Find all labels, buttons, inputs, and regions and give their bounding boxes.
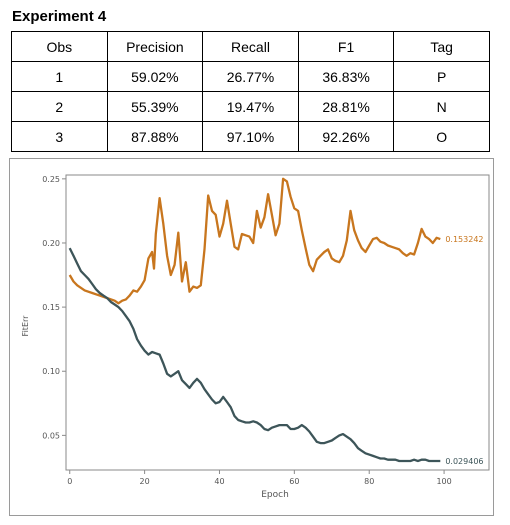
x-tick-label: 100 [436, 477, 451, 486]
x-axis-label: Epoch [261, 490, 289, 500]
y-tick-label: 0.15 [42, 303, 60, 312]
chart-frame [9, 158, 494, 516]
y-axis-label: FitErr [21, 315, 30, 337]
cell-obs: 3 [11, 121, 108, 152]
series-line-orange [68, 177, 441, 305]
cell-tag: N [393, 91, 490, 122]
x-tick-label: 80 [364, 477, 374, 486]
cell-precision: 59.02% [106, 61, 204, 92]
cell-obs: 1 [11, 61, 108, 92]
x-tick-label: 20 [140, 477, 150, 486]
results-table: Obs Precision Recall F1 Tag 1 59.02% 26.… [11, 31, 490, 152]
table-row: 3 87.88% 97.10% 92.26% O [11, 121, 490, 152]
y-tick-label: 0.25 [42, 175, 60, 184]
cell-precision: 55.39% [106, 91, 204, 122]
cell-f1: 28.81% [297, 91, 395, 122]
cell-obs: 2 [11, 91, 108, 122]
fit-error-chart: 0.05 0.10 0.15 0.20 0.25 0 20 40 60 80 100 0.15324… [9, 158, 494, 516]
plot-area [65, 174, 490, 471]
table-row: 1 59.02% 26.77% 36.83% P [11, 61, 490, 92]
cell-recall: 19.47% [202, 91, 299, 122]
cell-f1: 36.83% [297, 61, 395, 92]
y-tick-label: 0.20 [42, 239, 60, 248]
x-tick-label: 60 [289, 477, 299, 486]
y-tick-label: 0.10 [42, 367, 60, 376]
table-header-row: Obs Precision Recall F1 Tag [11, 31, 490, 62]
x-tick-label: 40 [214, 477, 224, 486]
cell-tag: O [393, 121, 490, 152]
y-tick-label: 0.05 [42, 431, 60, 440]
header-precision: Precision [106, 31, 204, 62]
chart-container: 0.05 0.10 0.15 0.20 0.25 0 20 40 60 80 100 0.15324… [9, 158, 494, 516]
cell-precision: 87.88% [106, 121, 204, 152]
cell-recall: 26.77% [202, 61, 299, 92]
header-recall: Recall [202, 31, 299, 62]
cell-f1: 92.26% [297, 121, 395, 152]
table-row: 2 55.39% 19.47% 28.81% N [11, 91, 490, 122]
header-f1: F1 [297, 31, 395, 62]
experiment-title: Experiment 4 [12, 8, 107, 25]
header-obs: Obs [11, 31, 108, 62]
cell-recall: 97.10% [202, 121, 299, 152]
series-end-label: 0.153242 [445, 235, 483, 244]
series-end-label: 0.029406 [445, 457, 483, 466]
header-tag: Tag [393, 31, 490, 62]
series-line-slate [68, 247, 441, 463]
cell-tag: P [393, 61, 490, 92]
x-tick-label: 0 [67, 477, 72, 486]
